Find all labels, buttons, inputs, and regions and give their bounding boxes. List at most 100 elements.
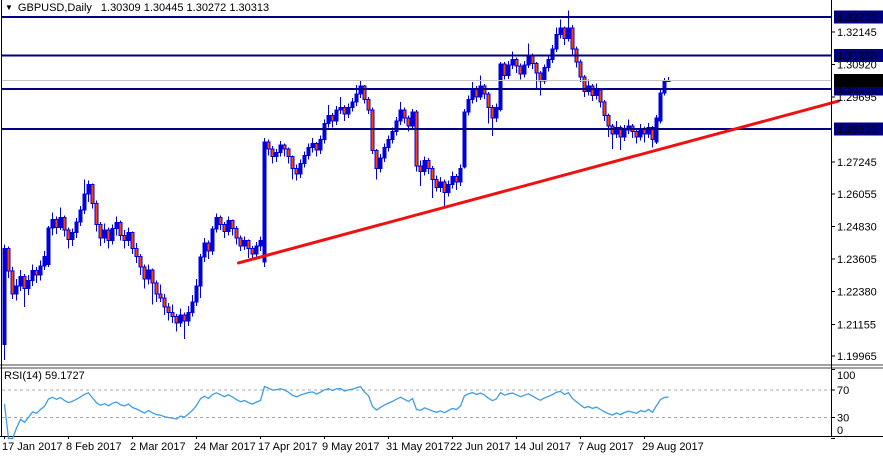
candle-bearish — [270, 148, 275, 158]
candle-bearish — [402, 109, 407, 119]
rsi-axis-label: 30 — [837, 413, 849, 425]
candle-bullish — [462, 111, 467, 168]
candle-bullish — [42, 256, 47, 267]
candle-bullish — [102, 229, 107, 239]
candle-bullish — [178, 314, 183, 324]
rsi-axis-label: 100 — [837, 370, 855, 382]
rsi-line — [3, 385, 669, 440]
candle-bearish — [90, 184, 95, 204]
candle-bearish — [314, 142, 319, 151]
candle-bearish — [518, 65, 523, 75]
date-label: 7 Aug 2017 — [578, 441, 634, 453]
candle-bullish — [506, 64, 511, 77]
candle-bearish — [286, 148, 291, 158]
candle-bearish — [166, 306, 171, 313]
candle-bearish — [10, 270, 15, 295]
candle-bullish — [210, 228, 215, 252]
candle-bullish — [338, 106, 343, 111]
candle-bullish — [638, 128, 643, 138]
candle-bullish — [594, 89, 599, 97]
candle-bullish — [146, 269, 151, 280]
candle-bullish — [262, 141, 267, 263]
candle-bearish — [150, 269, 155, 284]
candle-bearish — [134, 248, 139, 258]
candle-bearish — [170, 311, 175, 317]
candle-bearish — [430, 168, 435, 180]
candle-bearish — [130, 232, 135, 250]
candle-bearish — [182, 314, 187, 322]
candle-bearish — [570, 27, 575, 50]
candle-bearish — [490, 106, 495, 119]
candle-bullish — [322, 122, 327, 140]
candle-bearish — [618, 126, 623, 138]
candle-bearish — [418, 165, 423, 172]
candle-bullish — [274, 152, 279, 158]
candle-bullish — [302, 154, 307, 164]
candle-bullish — [662, 80, 667, 94]
candle-bearish — [174, 315, 179, 324]
price-tick-label: 1.27245 — [837, 157, 877, 169]
candle-bullish — [226, 220, 231, 232]
trendline[interactable] — [237, 99, 840, 265]
candle-bullish — [354, 93, 359, 103]
candle-bearish — [650, 126, 655, 140]
candle-bullish — [566, 27, 571, 39]
candle-bearish — [138, 256, 143, 268]
candle-bullish — [526, 55, 531, 66]
candle-bullish — [542, 67, 547, 82]
price-tick-label: 1.23605 — [837, 254, 877, 266]
candle-bullish — [466, 99, 471, 113]
candle-bearish — [486, 93, 491, 108]
date-label: 17 Apr 2017 — [258, 441, 317, 453]
date-label: 31 May 2017 — [386, 441, 450, 453]
candle-bearish — [534, 63, 539, 74]
candle-bearish — [34, 269, 39, 276]
candle-bullish — [58, 217, 63, 228]
date-label: 14 Jul 2017 — [514, 441, 571, 453]
candle-bearish — [602, 101, 607, 116]
candle-bullish — [78, 209, 83, 223]
candle-bearish — [538, 72, 543, 82]
candle-bearish — [598, 89, 603, 103]
candle-bullish — [410, 111, 415, 127]
date-label: 2 Mar 2017 — [130, 441, 186, 453]
candle-bearish — [474, 88, 479, 98]
candle-bearish — [434, 178, 439, 188]
candle-bullish — [654, 117, 659, 143]
candle-bearish — [606, 114, 611, 127]
candle-bullish — [386, 138, 391, 148]
candle-bullish — [358, 85, 363, 95]
candle-bearish — [590, 85, 595, 97]
candle-bullish — [446, 184, 451, 194]
price-tick-label: 1.22380 — [837, 287, 877, 299]
candle-bearish — [230, 220, 235, 230]
candle-bearish — [502, 63, 507, 77]
price-tick-label: 1.21155 — [837, 319, 876, 331]
rsi-axis-label: 0 — [837, 425, 843, 437]
candle-bullish — [86, 184, 91, 195]
candle-bearish — [342, 106, 347, 115]
candle-bullish — [498, 63, 503, 111]
collapse-triangle-icon[interactable]: ▼ — [5, 3, 13, 12]
candle-bearish — [290, 156, 295, 170]
candle-bearish — [634, 130, 639, 138]
candle-bearish — [578, 61, 583, 78]
candle-bullish — [82, 193, 87, 211]
candle-bullish — [278, 144, 283, 154]
candle-bullish — [306, 146, 311, 156]
date-label: 22 Jun 2017 — [450, 441, 511, 453]
candle-bullish — [558, 27, 563, 35]
candle-bullish — [310, 142, 315, 148]
candle-bullish — [198, 256, 203, 287]
candle-bullish — [458, 168, 463, 183]
candle-bearish — [246, 240, 251, 250]
price-level-badge — [834, 49, 883, 63]
candle-bullish — [478, 85, 483, 98]
candle-bullish — [202, 242, 207, 258]
candle-bullish — [258, 240, 263, 247]
candle-bearish — [414, 111, 419, 167]
candle-bearish — [98, 224, 103, 239]
candle-bearish — [514, 59, 519, 67]
candle-bearish — [610, 125, 615, 135]
